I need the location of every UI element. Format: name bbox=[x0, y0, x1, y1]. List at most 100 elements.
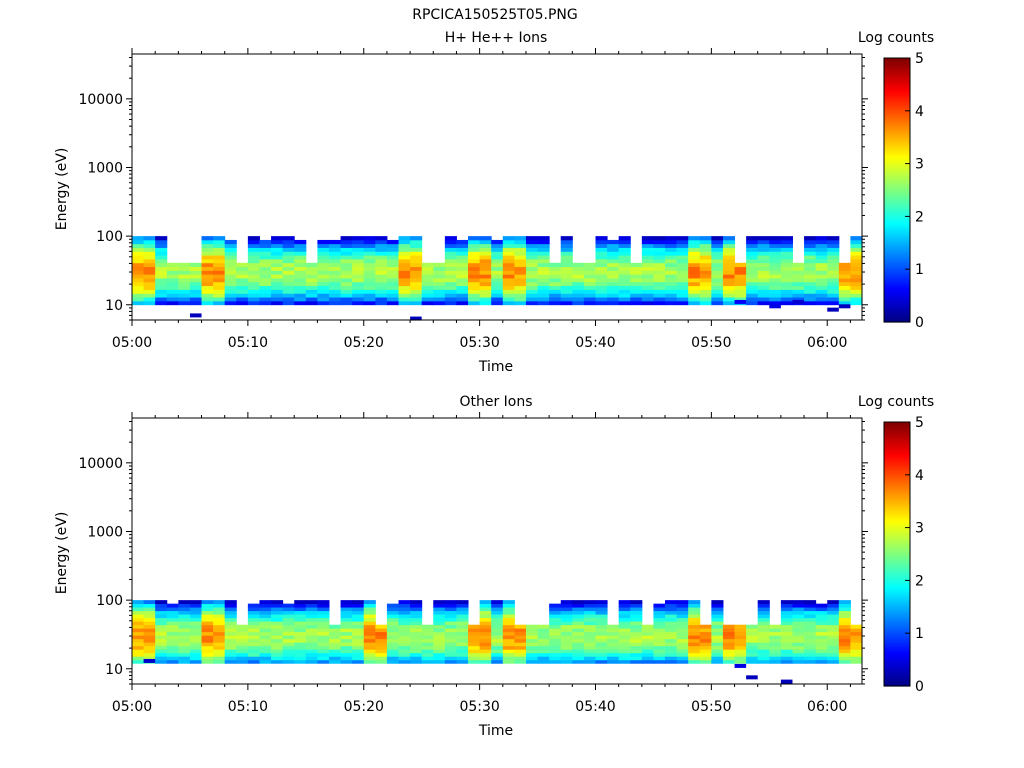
spectrogram-cell bbox=[722, 635, 736, 640]
spectrogram-cell bbox=[572, 603, 585, 608]
spectrogram-cell bbox=[792, 262, 805, 268]
spectrogram-cell bbox=[537, 236, 550, 241]
spectrogram-cell bbox=[386, 278, 400, 283]
colorbar-segment bbox=[884, 102, 910, 105]
spectrogram-cell bbox=[665, 638, 678, 643]
spectrogram-cell bbox=[328, 635, 342, 640]
spectrogram-cell bbox=[514, 635, 527, 640]
spectrogram-cell bbox=[282, 614, 295, 619]
spectrogram-cell bbox=[132, 247, 145, 252]
spectrogram-cell bbox=[618, 243, 631, 248]
spectrogram-cell bbox=[166, 645, 179, 650]
spectrogram-cell bbox=[815, 266, 828, 271]
spectrogram-cell bbox=[189, 617, 203, 622]
spectrogram-cell bbox=[618, 270, 631, 275]
spectrogram-cell bbox=[189, 274, 203, 279]
spectrogram-cell bbox=[491, 603, 504, 608]
spectrogram-cell bbox=[247, 247, 260, 252]
spectrogram-cell bbox=[676, 635, 689, 640]
spectrogram-cell bbox=[201, 255, 214, 260]
spectrogram-cell bbox=[525, 297, 539, 302]
spectrogram-cell bbox=[641, 281, 654, 287]
colorbar-segment bbox=[884, 492, 910, 496]
colorbar-segment bbox=[884, 69, 910, 72]
spectrogram-cell bbox=[722, 642, 736, 647]
spectrogram-cell bbox=[491, 624, 504, 629]
spectrogram-cell bbox=[352, 243, 365, 248]
spectrogram-cell bbox=[305, 300, 318, 306]
spectrogram-cell bbox=[734, 642, 747, 647]
spectrogram-cell bbox=[525, 628, 539, 633]
spectrogram-cell bbox=[572, 266, 585, 271]
spectrogram-cell bbox=[583, 300, 596, 306]
spectrogram-cell bbox=[734, 289, 747, 294]
spectrogram-cell bbox=[676, 638, 689, 643]
colorbar-segment bbox=[884, 110, 910, 114]
spectrogram-cell bbox=[282, 649, 295, 654]
colorbar-segment bbox=[884, 66, 910, 70]
spectrogram-cell bbox=[641, 270, 654, 275]
spectrogram-cell bbox=[537, 270, 550, 275]
spectrogram-cell bbox=[850, 247, 863, 252]
spectrogram-cell bbox=[375, 293, 388, 298]
spectrogram-cell bbox=[688, 266, 701, 271]
spectrogram-cell bbox=[804, 659, 817, 664]
spectrogram-cell bbox=[746, 675, 758, 680]
spectrogram-cell bbox=[630, 289, 643, 294]
spectrogram-cell bbox=[560, 628, 573, 633]
spectrogram-cell bbox=[595, 621, 608, 626]
spectrogram-cell bbox=[213, 603, 226, 608]
spectrogram-cell bbox=[653, 642, 666, 647]
spectrogram-cell bbox=[132, 281, 145, 287]
spectrogram-cell bbox=[595, 652, 608, 657]
spectrogram-cell bbox=[247, 285, 260, 290]
spectrogram-cell bbox=[178, 297, 191, 302]
spectrogram-cell bbox=[155, 614, 168, 619]
spectrogram-cell bbox=[641, 631, 654, 636]
spectrogram-cell bbox=[305, 607, 318, 612]
colorbar-segment bbox=[884, 119, 910, 123]
spectrogram-cell bbox=[734, 645, 747, 650]
spectrogram-cell bbox=[665, 266, 678, 271]
spectrogram-cell bbox=[155, 638, 168, 643]
spectrogram-cell bbox=[491, 631, 504, 636]
spectrogram-cell bbox=[143, 642, 156, 647]
spectrogram-cell bbox=[236, 628, 249, 633]
spectrogram-cell bbox=[699, 239, 712, 245]
spectrogram-cell bbox=[363, 621, 376, 626]
spectrogram-cell bbox=[386, 289, 400, 294]
spectrogram-cell bbox=[838, 300, 851, 306]
spectrogram-cell bbox=[166, 281, 179, 287]
colorbar-segment bbox=[884, 214, 910, 217]
colorbar-segment bbox=[884, 317, 910, 321]
spectrogram-cell bbox=[132, 649, 145, 654]
spectrogram-cell bbox=[305, 621, 318, 626]
spectrogram-cell bbox=[178, 274, 191, 279]
spectrogram-cell bbox=[479, 628, 492, 633]
spectrogram-cell bbox=[143, 645, 156, 650]
spectrogram-cell bbox=[340, 649, 353, 654]
spectrogram-cell bbox=[699, 262, 712, 268]
spectrogram-cell bbox=[537, 628, 550, 633]
colorbar-segment bbox=[884, 659, 910, 663]
colorbar-segment bbox=[884, 190, 910, 193]
spectrogram-cell bbox=[780, 642, 793, 647]
spectrogram-cell bbox=[294, 255, 307, 260]
spectrogram-cell bbox=[757, 600, 770, 605]
spectrogram-cell bbox=[247, 251, 260, 256]
spectrogram-cell bbox=[247, 635, 260, 640]
spectrogram-cell bbox=[676, 247, 689, 252]
spectrogram-cell bbox=[607, 645, 620, 650]
x-tick-label: 05:30 bbox=[459, 699, 499, 715]
spectrogram-cell bbox=[456, 617, 469, 622]
spectrogram-cell bbox=[155, 300, 168, 306]
spectrogram-cell bbox=[688, 649, 701, 654]
spectrogram-cell bbox=[838, 631, 851, 636]
spectrogram-cell bbox=[143, 251, 156, 256]
spectrogram-cell bbox=[560, 247, 573, 252]
spectrogram-cell bbox=[641, 247, 654, 252]
spectrogram-cell bbox=[271, 239, 284, 245]
spectrogram-cell bbox=[201, 656, 214, 661]
spectrogram-cell bbox=[792, 649, 805, 654]
spectrogram-cell bbox=[468, 285, 481, 290]
